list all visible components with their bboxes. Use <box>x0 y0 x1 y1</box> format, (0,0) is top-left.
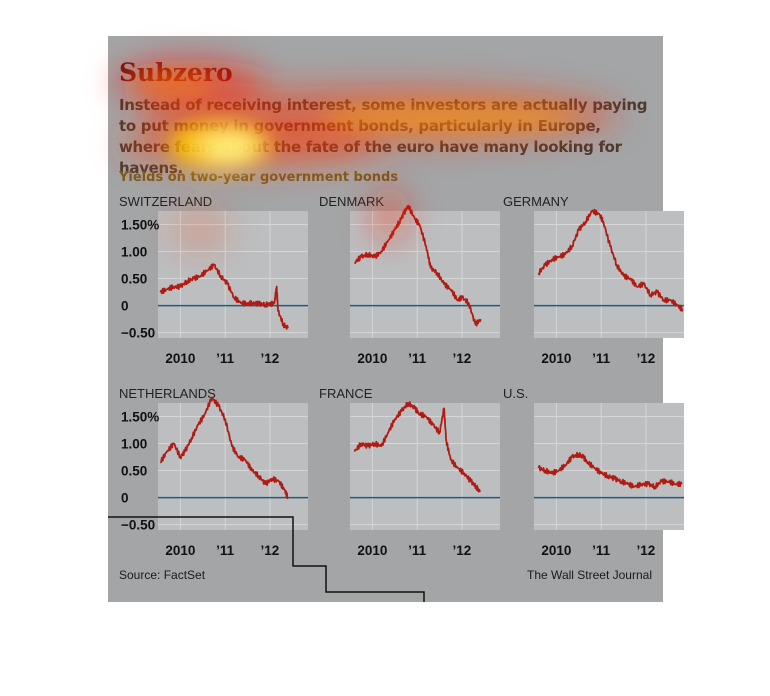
series-line <box>353 204 482 327</box>
x-tick-label: ’11 <box>408 543 427 558</box>
plot-area <box>534 403 684 530</box>
x-tick-label: ’12 <box>261 351 280 366</box>
y-tick-label: 1.00 <box>121 437 147 452</box>
series-line <box>353 401 481 493</box>
y-tick-label: 0.50 <box>121 464 147 479</box>
x-tick-label: ’12 <box>637 351 656 366</box>
y-tick-label: 0 <box>121 299 129 314</box>
x-tick-label: 2010 <box>165 351 195 366</box>
x-tick-label: ’12 <box>261 543 280 558</box>
chart-france: FRANCE 2010 ’11 ’12 <box>319 386 500 558</box>
chart-title: NETHERLANDS <box>119 386 216 401</box>
y-tick-label: −0.50 <box>121 326 155 341</box>
publisher-credit: The Wall Street Journal <box>527 568 652 582</box>
graphic-subtitle: Yields on two-year government bonds <box>119 170 399 185</box>
chart-u-s-: U.S. 2010 ’11 ’12 <box>503 386 684 558</box>
x-tick-label: 2010 <box>165 543 195 558</box>
series-line <box>160 396 289 500</box>
chart-germany: GERMANY 2010 ’11 ’12 <box>503 194 684 366</box>
y-tick-label: −0.50 <box>121 518 155 533</box>
chart-title: U.S. <box>503 386 528 401</box>
chart-netherlands: NETHERLANDS 1.50% 1.00 0.50 0 −0.50 2010 ’11 ’12 <box>119 386 308 558</box>
series-line <box>537 451 683 490</box>
chart-title: DENMARK <box>319 194 384 209</box>
source-note: Source: FactSet <box>119 568 206 582</box>
chart-title: GERMANY <box>503 194 569 209</box>
x-tick-label: ’11 <box>216 351 235 366</box>
x-tick-label: ’11 <box>216 543 235 558</box>
y-tick-label: 1.50% <box>121 410 159 425</box>
series-line <box>159 263 289 330</box>
x-tick-label: 2010 <box>541 351 571 366</box>
x-tick-label: ’11 <box>408 351 427 366</box>
x-tick-label: ’12 <box>637 543 656 558</box>
y-tick-label: 1.00 <box>121 245 147 260</box>
x-tick-label: ’12 <box>453 351 472 366</box>
x-tick-label: 2010 <box>357 543 387 558</box>
x-tick-label: ’11 <box>592 351 611 366</box>
x-tick-label: ’12 <box>453 543 472 558</box>
plot-area <box>350 403 500 530</box>
y-tick-label: 1.50% <box>121 218 159 233</box>
x-tick-label: 2010 <box>541 543 571 558</box>
plot-area <box>158 403 308 530</box>
x-tick-label: ’11 <box>592 543 611 558</box>
plot-area <box>534 211 684 338</box>
y-tick-label: 0.50 <box>121 272 147 287</box>
y-tick-label: 0 <box>121 491 129 506</box>
chart-denmark: DENMARK 2010 ’11 ’12 <box>319 194 500 366</box>
chart-title: SWITZERLAND <box>119 194 212 209</box>
chart-title: FRANCE <box>319 386 373 401</box>
x-tick-label: 2010 <box>357 351 387 366</box>
chart-switzerland: SWITZERLAND 1.50% 1.00 0.50 0 −0.50 2010 ’11 ’12 <box>119 194 308 366</box>
series-line <box>537 208 684 312</box>
